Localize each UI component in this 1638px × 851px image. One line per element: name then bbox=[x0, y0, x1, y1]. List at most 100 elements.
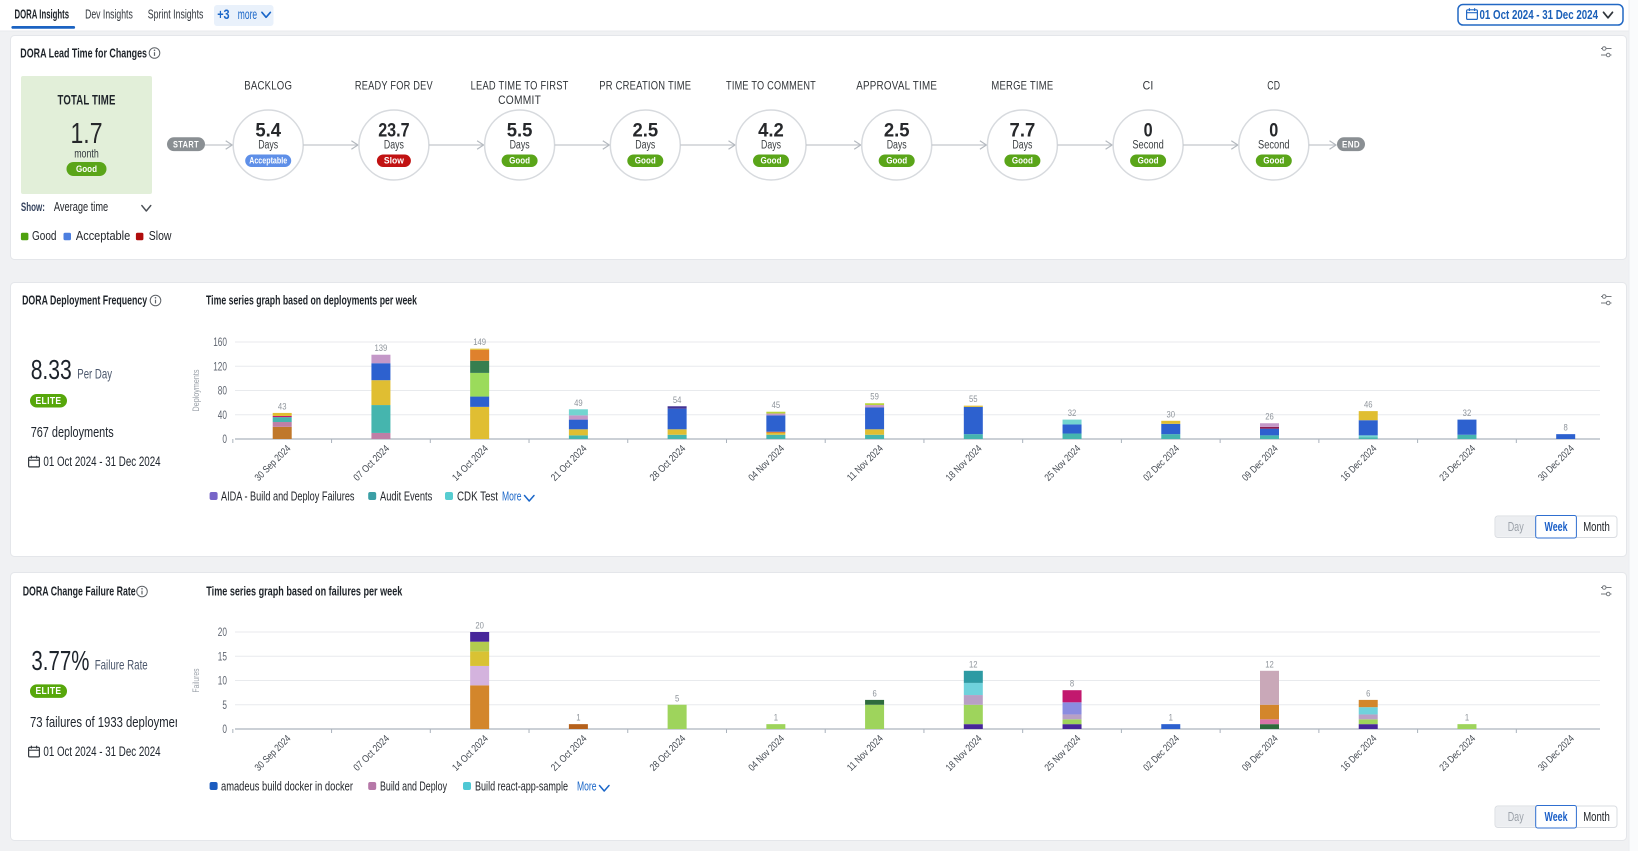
svg-text:2.5: 2.5 bbox=[632, 120, 658, 142]
svg-text:Month: Month bbox=[1583, 810, 1610, 824]
svg-text:59: 59 bbox=[870, 392, 879, 403]
svg-text:Second: Second bbox=[1258, 140, 1290, 152]
svg-text:0: 0 bbox=[1144, 120, 1153, 142]
svg-text:1.7: 1.7 bbox=[71, 118, 103, 150]
svg-text:30: 30 bbox=[1166, 409, 1175, 420]
svg-text:01 Oct 2024 - 31 Dec 2024: 01 Oct 2024 - 31 Dec 2024 bbox=[43, 744, 161, 759]
svg-text:5: 5 bbox=[675, 693, 679, 704]
svg-text:12: 12 bbox=[969, 659, 978, 670]
svg-text:149: 149 bbox=[473, 337, 486, 348]
svg-text:TIME TO COMMENT: TIME TO COMMENT bbox=[726, 79, 816, 93]
svg-text:Good: Good bbox=[761, 156, 782, 166]
svg-text:767 deployments: 767 deployments bbox=[31, 424, 114, 441]
svg-text:43: 43 bbox=[278, 401, 287, 412]
svg-text:CD: CD bbox=[1267, 79, 1280, 93]
svg-text:20: 20 bbox=[218, 627, 227, 639]
svg-text:More: More bbox=[502, 489, 522, 504]
svg-text:Day: Day bbox=[1508, 810, 1525, 824]
svg-text:32: 32 bbox=[1463, 408, 1472, 419]
svg-text:DORA Deployment Frequency: DORA Deployment Frequency bbox=[22, 293, 148, 308]
svg-text:Good: Good bbox=[886, 156, 907, 166]
svg-text:amadeus build docker in docker: amadeus build docker in docker bbox=[221, 779, 353, 794]
svg-text:more: more bbox=[238, 7, 257, 22]
svg-text:Good: Good bbox=[76, 164, 97, 175]
svg-text:15: 15 bbox=[218, 651, 227, 663]
svg-text:54: 54 bbox=[673, 395, 682, 406]
svg-text:APPROVAL TIME: APPROVAL TIME bbox=[856, 79, 937, 93]
svg-text:1: 1 bbox=[576, 713, 580, 724]
svg-text:END: END bbox=[1342, 140, 1360, 150]
svg-text:COMMIT: COMMIT bbox=[498, 93, 541, 107]
svg-text:DORA Insights: DORA Insights bbox=[15, 8, 70, 22]
svg-text:Good: Good bbox=[509, 156, 530, 166]
svg-text:ELITE: ELITE bbox=[36, 686, 62, 697]
svg-text:Acceptable: Acceptable bbox=[76, 228, 130, 243]
svg-text:START: START bbox=[173, 140, 199, 150]
svg-text:3.77%: 3.77% bbox=[31, 645, 89, 676]
svg-text:40: 40 bbox=[218, 410, 227, 422]
svg-text:45: 45 bbox=[772, 400, 781, 411]
svg-text:32: 32 bbox=[1068, 408, 1077, 419]
svg-text:12: 12 bbox=[1265, 659, 1274, 670]
svg-text:Failure Rate: Failure Rate bbox=[95, 657, 148, 673]
svg-text:Days: Days bbox=[887, 140, 907, 152]
svg-text:139: 139 bbox=[375, 343, 388, 354]
svg-text:Days: Days bbox=[761, 140, 781, 152]
svg-text:55: 55 bbox=[969, 394, 978, 405]
svg-text:Good: Good bbox=[635, 156, 656, 166]
svg-text:73 failures of 1933 deployment: 73 failures of 1933 deployments bbox=[30, 714, 190, 731]
svg-text:0: 0 bbox=[1269, 120, 1278, 142]
svg-text:Good: Good bbox=[1263, 156, 1284, 166]
svg-text:Time series graph based on fai: Time series graph based on failures per … bbox=[206, 584, 403, 599]
svg-text:More: More bbox=[577, 779, 597, 794]
svg-text:AIDA - Build and Deploy Failur: AIDA - Build and Deploy Failures bbox=[221, 489, 355, 504]
svg-text:8: 8 bbox=[1564, 423, 1568, 434]
svg-text:160: 160 bbox=[213, 337, 227, 349]
svg-text:0: 0 bbox=[222, 724, 227, 736]
svg-text:DORA Change Failure Rate: DORA Change Failure Rate bbox=[23, 584, 136, 599]
svg-text:Week: Week bbox=[1545, 520, 1568, 534]
svg-text:5.4: 5.4 bbox=[255, 120, 281, 142]
svg-text:20: 20 bbox=[475, 621, 484, 632]
svg-text:1: 1 bbox=[774, 713, 778, 724]
svg-text:Failures: Failures bbox=[191, 668, 202, 692]
svg-text:Deployments: Deployments bbox=[191, 369, 202, 411]
svg-text:Dev Insights: Dev Insights bbox=[85, 8, 133, 22]
svg-text:Per Day: Per Day bbox=[77, 366, 112, 382]
svg-text:80: 80 bbox=[218, 386, 227, 398]
svg-text:5.5: 5.5 bbox=[507, 120, 533, 142]
svg-text:6: 6 bbox=[1366, 688, 1370, 699]
svg-text:Good: Good bbox=[32, 228, 57, 243]
svg-text:Slow: Slow bbox=[384, 156, 405, 166]
svg-text:LEAD TIME TO FIRST: LEAD TIME TO FIRST bbox=[471, 79, 569, 93]
svg-text:PR CREATION TIME: PR CREATION TIME bbox=[599, 79, 691, 93]
svg-text:5: 5 bbox=[222, 700, 227, 712]
svg-text:120: 120 bbox=[213, 361, 227, 373]
svg-text:10: 10 bbox=[218, 676, 227, 688]
svg-text:Days: Days bbox=[1012, 140, 1032, 152]
svg-text:DORA Lead Time for Changes: DORA Lead Time for Changes bbox=[20, 46, 147, 61]
svg-text:TOTAL TIME: TOTAL TIME bbox=[58, 93, 116, 108]
svg-text:Days: Days bbox=[258, 140, 278, 152]
svg-text:READY FOR DEV: READY FOR DEV bbox=[355, 79, 433, 93]
svg-text:CDK Test: CDK Test bbox=[457, 489, 498, 504]
svg-text:BACKLOG: BACKLOG bbox=[244, 79, 292, 93]
svg-text:0: 0 bbox=[222, 434, 227, 446]
svg-text:6: 6 bbox=[872, 688, 876, 699]
svg-text:Sprint Insights: Sprint Insights bbox=[148, 8, 204, 22]
svg-text:Week: Week bbox=[1545, 810, 1568, 824]
svg-text:month: month bbox=[74, 147, 99, 161]
svg-text:Build react-app-sample: Build react-app-sample bbox=[475, 779, 568, 794]
svg-text:Time series graph based on dep: Time series graph based on deployments p… bbox=[206, 293, 418, 308]
svg-text:+3: +3 bbox=[217, 7, 230, 22]
svg-text:Show:: Show: bbox=[21, 200, 45, 214]
svg-text:Average time: Average time bbox=[54, 200, 108, 214]
svg-text:MERGE TIME: MERGE TIME bbox=[991, 79, 1053, 93]
svg-text:1: 1 bbox=[1169, 713, 1173, 724]
svg-text:Days: Days bbox=[510, 140, 530, 152]
svg-text:Days: Days bbox=[635, 140, 655, 152]
svg-text:Audit Events: Audit Events bbox=[380, 489, 433, 504]
svg-text:8.33: 8.33 bbox=[31, 354, 72, 385]
svg-text:Good: Good bbox=[1012, 156, 1033, 166]
svg-text:23.7: 23.7 bbox=[378, 120, 409, 142]
